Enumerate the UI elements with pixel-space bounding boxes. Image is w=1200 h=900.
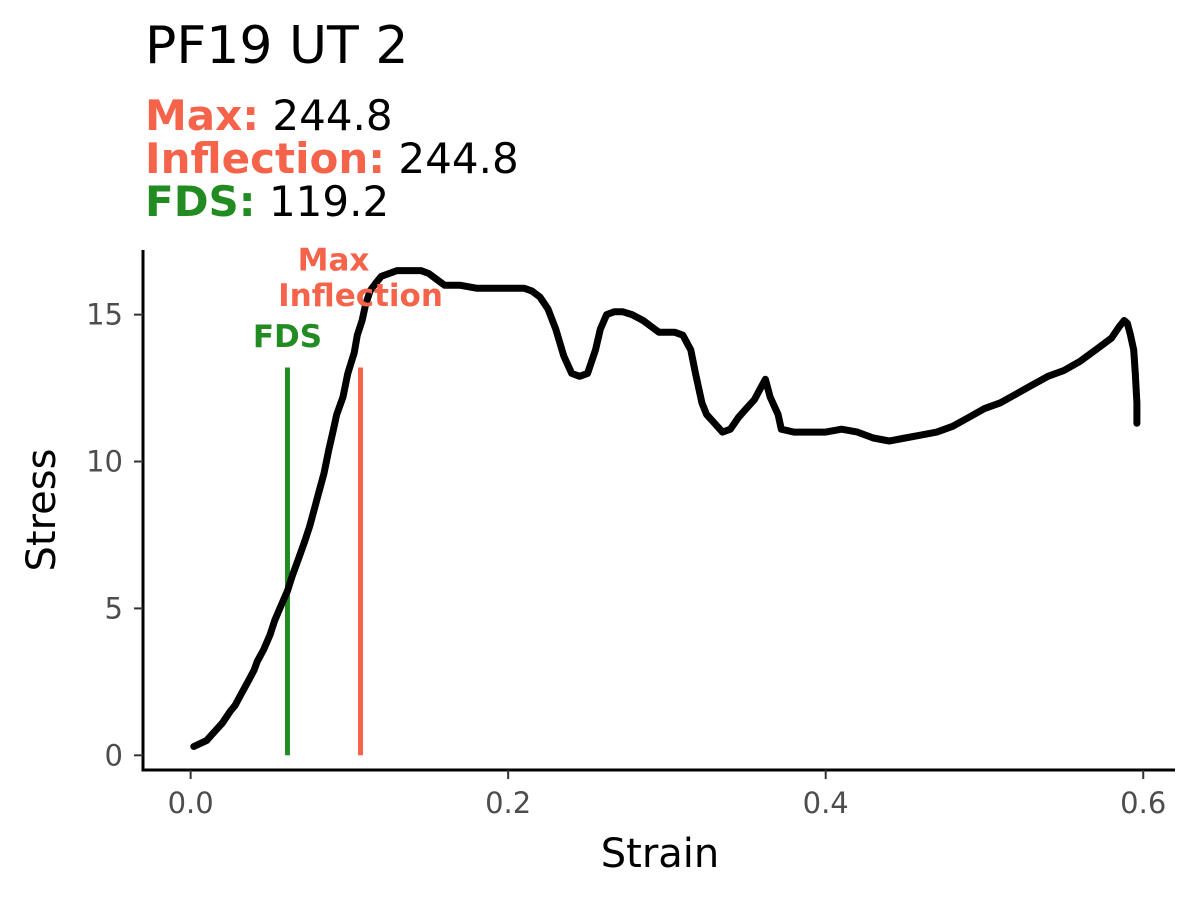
y-axis-title: Stress [19,449,65,572]
axes [141,250,1175,772]
y-tick-label: 15 [86,298,123,332]
x-tick-label: 0.4 [803,786,849,820]
x-tick-label: 0.0 [168,786,214,820]
stat-line: FDS: 119.2 [145,177,389,226]
stat-line: Max: 244.8 [145,91,393,140]
stat-value: 119.2 [256,177,390,226]
series-line [190,267,1141,750]
x-tick-label: 0.6 [1120,786,1166,820]
y-tick-label: 0 [105,738,123,772]
y-tick-label: 5 [105,591,123,625]
stat-key: Inflection: [145,134,385,183]
stat-value: 244.8 [259,91,393,140]
markers [284,367,364,756]
stat-line: Inflection: 244.8 [145,134,519,183]
y-tick-label: 10 [86,445,123,479]
x-axis-title: Strain [601,831,720,877]
stat-key: FDS: [145,177,256,226]
stat-key: Max: [145,91,259,140]
chart-title: PF19 UT 2 [145,16,408,76]
series [190,267,1141,750]
marker-label-inflection: Inflection [278,278,443,314]
x-tick-label: 0.2 [485,786,531,820]
stat-value: 244.8 [385,134,519,183]
marker-label-max: Max [298,243,370,279]
ticks: 0.0 0.2 0.4 0.6 0 5 10 15 [86,298,1166,820]
marker-label-fds: FDS [253,319,322,355]
